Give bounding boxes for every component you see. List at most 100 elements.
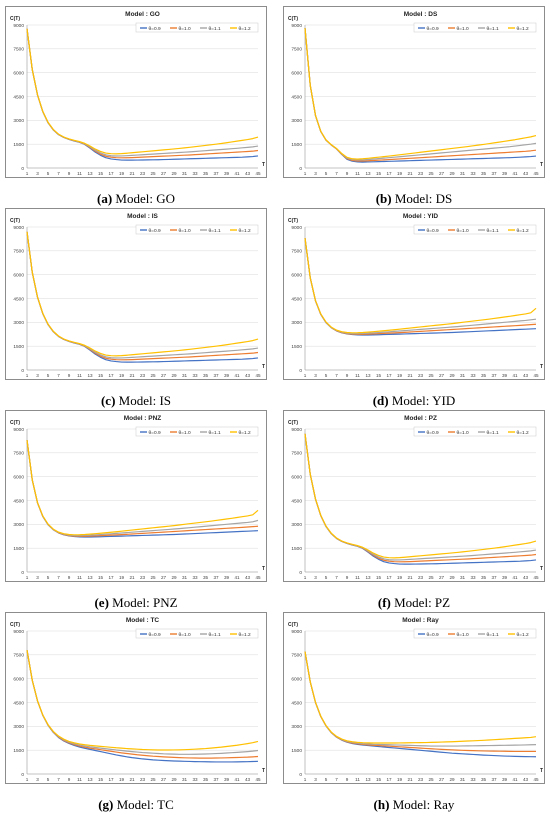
chart-caption: (a) Model: GO bbox=[5, 191, 267, 207]
legend bbox=[135, 628, 259, 639]
legend-label: θ=1.2 bbox=[517, 26, 529, 32]
chart-panel-7: Model : TC C(T) 0 1500 3000 4500 6000 7500 9000 1… bbox=[5, 612, 267, 784]
legend-label: θ=1.1 bbox=[209, 26, 221, 32]
legend-label: θ=1.2 bbox=[239, 632, 251, 638]
series-line-3 bbox=[304, 238, 537, 335]
x-tick-label: 3 bbox=[314, 575, 317, 580]
x-tick-label: 37 bbox=[213, 575, 219, 580]
x-tick-label: 11 bbox=[355, 575, 360, 580]
y-axis-label: C(T) bbox=[10, 16, 20, 22]
x-tick-label: 43 bbox=[523, 575, 529, 580]
series-line-1 bbox=[304, 433, 537, 565]
x-tick-label: 17 bbox=[108, 777, 114, 782]
series-line-3 bbox=[304, 651, 537, 747]
x-tick-label: 45 bbox=[533, 575, 539, 580]
y-tick-label: 3000 bbox=[13, 320, 24, 326]
x-tick-label: 37 bbox=[491, 777, 497, 782]
x-tick-label: 9 bbox=[346, 777, 349, 782]
chart-panel-6: Model : PZ C(T) 0 1500 3000 4500 6000 7500 9000 1… bbox=[283, 410, 545, 582]
y-tick-label: 0 bbox=[299, 368, 302, 374]
series-line-4 bbox=[304, 28, 537, 160]
caption-letter: (a) bbox=[96, 191, 113, 206]
x-tick-label: 31 bbox=[182, 171, 188, 176]
x-tick-label: 33 bbox=[192, 373, 198, 378]
x-tick-label: 29 bbox=[449, 373, 455, 378]
series-line-4 bbox=[26, 649, 259, 751]
x-tick-label: 13 bbox=[365, 777, 371, 782]
x-tick-label: 5 bbox=[47, 575, 50, 580]
x-tick-label: 39 bbox=[502, 777, 508, 782]
y-tick-label: 4500 bbox=[13, 498, 24, 504]
y-tick-label: 9000 bbox=[291, 23, 302, 29]
legend-label: θ=1.1 bbox=[209, 430, 221, 436]
chart-svg: Model : GO C(T) 0 1500 3000 4500 6000 7500 9000 1… bbox=[10, 11, 265, 176]
x-tick-label: 33 bbox=[192, 171, 198, 176]
x-tick-label: 5 bbox=[47, 373, 50, 378]
x-tick-label: 43 bbox=[245, 575, 251, 580]
y-tick-label: 4500 bbox=[13, 94, 24, 100]
x-tick-label: 23 bbox=[418, 171, 424, 176]
x-tick-label: 7 bbox=[57, 777, 60, 782]
caption-text: Model: PNZ bbox=[108, 595, 178, 610]
series-line-2 bbox=[26, 649, 259, 759]
x-tick-label: 45 bbox=[533, 777, 539, 782]
series-line-1 bbox=[304, 238, 537, 336]
y-tick-label: 7500 bbox=[13, 451, 24, 457]
x-tick-label: 19 bbox=[119, 373, 125, 378]
series-line-2 bbox=[304, 651, 536, 753]
series-line-4 bbox=[304, 651, 537, 744]
y-tick-label: 3000 bbox=[13, 724, 24, 730]
y-tick-label: 3000 bbox=[291, 724, 302, 730]
y-tick-label: 9000 bbox=[13, 23, 24, 29]
legend-label: θ=1.0 bbox=[179, 430, 191, 436]
legend-label: θ=1.0 bbox=[179, 228, 191, 234]
series-line-3 bbox=[304, 28, 537, 161]
x-tick-label: 37 bbox=[213, 373, 219, 378]
x-tick-label: 41 bbox=[512, 575, 518, 580]
x-tick-label: 37 bbox=[491, 575, 497, 580]
legend-label: θ=0.9 bbox=[427, 228, 439, 234]
x-tick-label: 9 bbox=[346, 171, 349, 176]
x-tick-label: 19 bbox=[397, 373, 403, 378]
series-line-1 bbox=[26, 649, 259, 763]
x-tick-label: 21 bbox=[129, 777, 135, 782]
legend bbox=[135, 426, 259, 437]
caption-letter: (c) bbox=[100, 393, 116, 408]
y-tick-label: 4500 bbox=[291, 700, 302, 706]
x-tick-label: 27 bbox=[161, 777, 167, 782]
x-tick-label: 13 bbox=[365, 171, 371, 176]
series-line-3 bbox=[26, 440, 259, 537]
x-tick-label: 21 bbox=[129, 575, 135, 580]
x-axis-label: T bbox=[262, 162, 265, 168]
x-tick-label: 21 bbox=[129, 373, 135, 378]
x-tick-label: 21 bbox=[407, 171, 413, 176]
series-line-4 bbox=[26, 28, 259, 155]
x-tick-label: 15 bbox=[98, 575, 104, 580]
x-tick-label: 17 bbox=[108, 171, 114, 176]
y-tick-label: 7500 bbox=[13, 653, 24, 659]
x-tick-label: 29 bbox=[171, 575, 177, 580]
caption-text: Model: Ray bbox=[389, 797, 455, 812]
x-tick-label: 21 bbox=[407, 373, 413, 378]
y-tick-label: 6000 bbox=[291, 272, 302, 278]
chart-title: Model : YID bbox=[403, 213, 439, 220]
chart-title: Model : TC bbox=[126, 617, 160, 624]
y-tick-label: 6000 bbox=[13, 474, 24, 480]
x-tick-label: 11 bbox=[355, 373, 360, 378]
x-tick-label: 39 bbox=[502, 171, 508, 176]
x-tick-label: 19 bbox=[119, 575, 125, 580]
x-tick-label: 3 bbox=[314, 777, 317, 782]
series-line-1 bbox=[304, 651, 537, 758]
x-tick-label: 23 bbox=[140, 171, 146, 176]
legend-label: θ=1.1 bbox=[209, 632, 221, 638]
y-tick-label: 1500 bbox=[13, 344, 24, 350]
x-tick-label: 29 bbox=[449, 777, 455, 782]
caption-letter: (h) bbox=[373, 797, 390, 812]
x-tick-label: 1 bbox=[26, 171, 29, 176]
x-tick-label: 33 bbox=[470, 777, 476, 782]
x-tick-label: 11 bbox=[77, 373, 82, 378]
y-tick-label: 1500 bbox=[291, 546, 302, 552]
x-tick-label: 25 bbox=[150, 575, 156, 580]
y-tick-label: 1500 bbox=[13, 748, 24, 754]
y-tick-label: 6000 bbox=[13, 676, 24, 682]
